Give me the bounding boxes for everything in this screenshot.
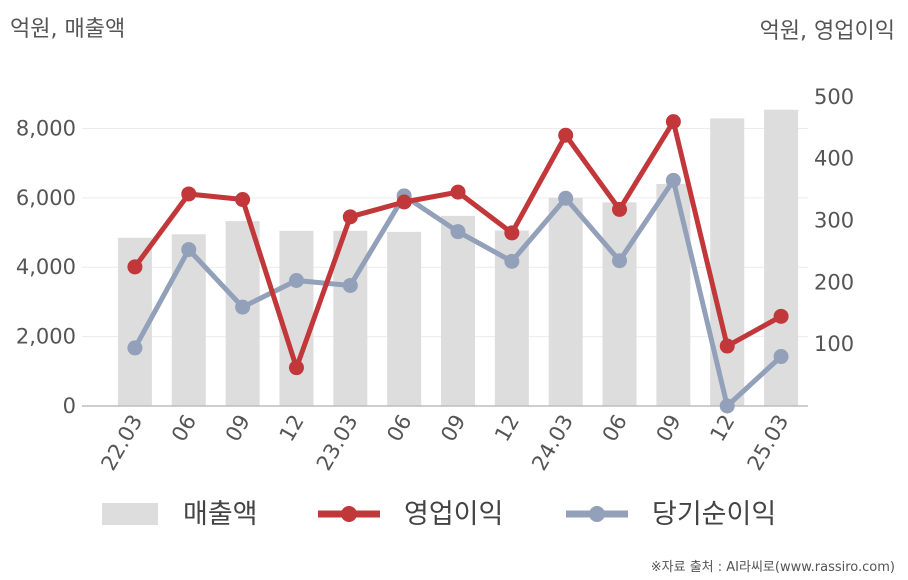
legend: 매출액 영업이익 당기순이익	[102, 499, 776, 530]
net-income-point-8	[558, 190, 574, 206]
right-tick-label-0: 100	[814, 332, 854, 356]
left-axis-unit-label: 억원, 매출액	[10, 17, 125, 42]
operating-profit-point-2	[235, 192, 251, 208]
right-axis-unit-label: 억원, 영업이익	[760, 19, 895, 44]
revenue-bar-4	[333, 230, 368, 406]
net-income-point-10	[665, 172, 681, 188]
operating-profit-point-12	[773, 308, 789, 324]
x-tick-label-4: 23.03	[312, 411, 363, 475]
net-income-point-11	[719, 398, 735, 414]
net-income-point-2	[235, 299, 251, 315]
revenue-bar-6	[441, 215, 475, 406]
revenue-bars	[117, 109, 799, 406]
right-tick-label-4: 500	[814, 85, 854, 109]
net-income-point-3	[288, 273, 304, 289]
left-tick-label-0: 0	[63, 394, 76, 418]
x-tick-label-11: 12	[705, 411, 739, 446]
operating-profit-point-5	[396, 194, 412, 210]
x-tick-label-10: 09	[652, 411, 686, 446]
operating-profit-point-6	[450, 184, 466, 200]
x-axis-ticks: 22.03 06 09 12 23.03 06 09 12 24.03 06 09 12 25.03	[96, 411, 793, 475]
legend-swatch-revenue	[102, 503, 158, 525]
operating-profit-point-9	[612, 201, 628, 217]
profit-lines	[127, 114, 789, 414]
operating-profit-point-4	[342, 209, 358, 225]
net-income-point-0	[127, 340, 143, 356]
operating-profit-point-11	[719, 338, 735, 354]
revenue-bar-9	[602, 202, 637, 406]
x-tick-label-8: 24.03	[527, 411, 578, 475]
legend-marker-net-income	[589, 506, 605, 522]
right-tick-label-1: 200	[814, 270, 854, 294]
x-tick-label-6: 09	[436, 411, 470, 446]
net-income-point-4	[342, 277, 358, 293]
x-tick-label-1: 06	[167, 411, 201, 446]
revenue-bar-5	[387, 231, 422, 406]
x-tick-label-5: 06	[382, 411, 416, 446]
revenue-bar-10	[656, 183, 691, 406]
right-tick-label-2: 300	[814, 209, 854, 233]
legend-label-net-income: 당기순이익	[652, 499, 776, 530]
legend-marker-operating-profit	[341, 506, 357, 522]
operating-profit-point-1	[181, 186, 197, 202]
left-tick-label-1: 2,000	[16, 325, 76, 349]
operating-profit-point-7	[504, 225, 520, 241]
net-income-point-9	[612, 253, 628, 269]
legend-label-revenue: 매출액	[183, 499, 258, 530]
x-tick-label-12: 25.03	[743, 411, 794, 475]
left-tick-label-3: 6,000	[16, 186, 76, 210]
left-tick-label-2: 4,000	[16, 255, 76, 279]
net-income-point-7	[504, 253, 520, 269]
operating-profit-point-10	[665, 114, 681, 130]
net-income-point-1	[181, 242, 197, 258]
net-income-point-6	[450, 224, 466, 240]
right-axis-ticks: 100 200 300 400 500	[814, 85, 854, 356]
source-note: ※자료 출처 : AI라씨로(www.rassiro.com)	[651, 560, 895, 575]
revenue-bar-8	[548, 197, 583, 406]
operating-profit-point-8	[558, 127, 574, 143]
x-tick-label-0: 22.03	[96, 411, 147, 475]
left-axis-ticks: 0 2,000 4,000 6,000 8,000	[16, 116, 76, 418]
x-tick-label-9: 06	[598, 411, 632, 446]
net-income-point-12	[773, 349, 789, 365]
right-tick-label-3: 400	[814, 147, 854, 171]
left-tick-label-4: 8,000	[16, 116, 76, 140]
x-tick-label-3: 12	[275, 411, 309, 446]
x-tick-label-2: 09	[221, 411, 255, 446]
revenue-bar-3	[279, 230, 314, 406]
x-tick-label-7: 12	[490, 411, 524, 446]
operating-profit-point-3	[288, 360, 304, 376]
operating-profit-point-0	[127, 259, 143, 275]
legend-label-operating-profit: 영업이익	[404, 499, 503, 530]
